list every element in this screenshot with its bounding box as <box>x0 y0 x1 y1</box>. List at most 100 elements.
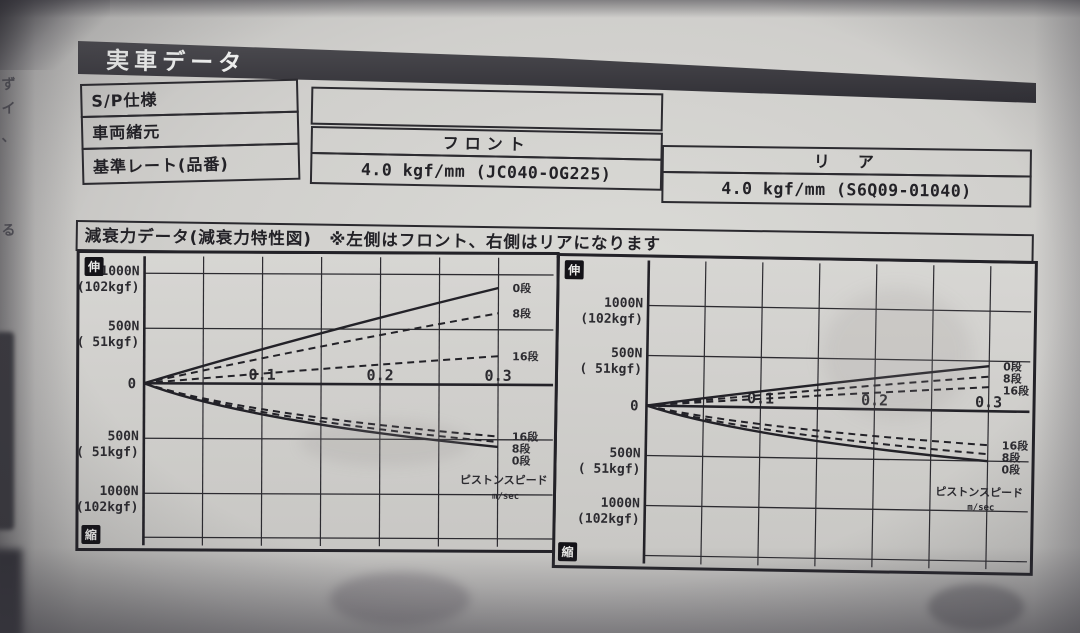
vertical-gridline <box>700 261 707 565</box>
extension-badge: 伸 <box>84 256 104 277</box>
margin-char: ず <box>1 77 16 93</box>
series-line-0段-comp <box>646 404 988 463</box>
vertical-gridline <box>871 264 878 568</box>
page-top-shadow <box>0 0 1080 18</box>
step-label: 0段 <box>512 281 531 295</box>
y-axis-label: 500N <box>611 346 643 362</box>
vertical-gridline <box>378 257 382 547</box>
vertical-gridline <box>757 262 764 566</box>
step-label: 8段 <box>1002 450 1021 464</box>
horizontal-gridline <box>143 492 553 496</box>
y-axis-label: ( 51kgf) <box>78 445 138 460</box>
margin-char: る <box>1 223 16 239</box>
piston-speed-unit: m/sec <box>967 503 994 513</box>
spec-empty-cell <box>310 86 664 132</box>
y-axis-label: 1000N <box>100 264 139 279</box>
y-axis-label: 500N <box>108 319 140 334</box>
y-axis-label: 1000N <box>99 484 138 499</box>
zero-axis-line <box>646 404 1030 414</box>
step-label: 0段 <box>512 454 531 468</box>
y-axis-label: ( 51kgf) <box>78 335 139 350</box>
grid <box>143 256 554 547</box>
series-line-16段-comp <box>646 404 988 447</box>
page-title: 実車データ <box>106 47 247 77</box>
series-line-16段-ext <box>143 355 499 385</box>
step-label: 16段 <box>1002 438 1029 452</box>
step-label: 0段 <box>1003 359 1022 373</box>
title-banner-bar <box>78 41 1036 103</box>
y-axis-line <box>642 260 651 564</box>
horizontal-gridline <box>648 304 1032 313</box>
vertical-gridline <box>260 256 264 546</box>
vertical-gridline <box>928 265 935 569</box>
step-label: 8段 <box>512 306 531 320</box>
series-line-8段-ext <box>143 312 499 385</box>
y-axis-zero-label: 0 <box>630 398 639 414</box>
front-damping-chart-panel: 伸 縮 0.1 0.2 0.3 1000N (102kgf) 500N( 51kgf) 0 5… <box>75 249 560 554</box>
piston-speed-unit: m/sec <box>492 492 519 502</box>
vertical-gridline <box>985 266 992 570</box>
front-spring-rate: 4.0 kgf/mm (JC040-OG225) <box>309 151 663 191</box>
series-line-8段-ext <box>646 375 990 407</box>
series-line-0段-ext <box>646 364 990 407</box>
step-label: 8段 <box>512 442 531 456</box>
horizontal-gridline <box>143 437 553 441</box>
step-label: 8段 <box>1003 371 1022 385</box>
step-label: 16段 <box>512 349 538 363</box>
step-label: 16段 <box>512 430 538 444</box>
y-axis-label: 500N <box>107 429 139 444</box>
horizontal-gridline <box>144 327 554 331</box>
series-line-16段-ext <box>646 386 989 407</box>
y-axis-label: ( 51kgf) <box>578 461 641 477</box>
series-line-0段-comp <box>143 382 498 449</box>
page-bottom-shadow <box>0 547 1080 633</box>
title-banner: 実車データ <box>78 41 1036 103</box>
x-tick-label: 0.3 <box>975 393 1002 411</box>
vertical-gridline <box>437 257 441 547</box>
vertical-gridline <box>496 257 500 547</box>
piston-speed-label: ピストンスピード <box>935 485 1023 499</box>
y-axis-line <box>142 256 146 546</box>
bottom-gridline <box>143 536 553 540</box>
x-tick-label: 0.3 <box>485 367 512 385</box>
y-axis-label: (102kgf) <box>78 500 138 515</box>
grid <box>643 261 1032 570</box>
y-axis-label: 1000N <box>601 496 641 512</box>
piston-speed-label: ピストンスピード <box>460 474 548 487</box>
vertical-gridline <box>814 263 821 567</box>
margin-char: 、 <box>1 129 16 145</box>
horizontal-gridline <box>645 454 1029 463</box>
y-axis-label: (102kgf) <box>78 280 139 295</box>
y-axis-label: (102kgf) <box>580 311 643 327</box>
vertical-gridline <box>319 257 323 547</box>
extension-badge: 伸 <box>564 260 584 280</box>
horizontal-gridline <box>644 504 1028 513</box>
page-right-shadow <box>1034 0 1080 633</box>
series-line-0段-ext <box>143 286 499 385</box>
spec-table-labels: S/P仕様 車両緒元 基準レート(品番) <box>80 78 301 185</box>
rear-spring-rate: 4.0 kgf/mm (S6Q09-01040) <box>661 170 1032 208</box>
horizontal-gridline <box>647 354 1031 363</box>
y-axis-label: ( 51kgf) <box>579 361 642 377</box>
zero-axis-line <box>144 381 554 387</box>
left-edge-ink-mark <box>0 332 14 530</box>
spec-front-column: フロント 4.0 kgf/mm (JC040-OG225) <box>309 126 663 191</box>
y-axis-label: 500N <box>609 446 641 462</box>
y-axis-label: 1000N <box>604 296 644 312</box>
compression-badge: 縮 <box>81 524 101 545</box>
x-tick-label: 0.2 <box>861 391 888 409</box>
x-tick-label: 0.2 <box>367 366 394 384</box>
x-tick-label: 0.1 <box>249 366 276 384</box>
margin-char: イ <box>1 101 16 117</box>
spec-row-rate: 基準レート(品番) <box>81 142 301 185</box>
spec-rear-column: リ ア 4.0 kgf/mm (S6Q09-01040) <box>661 145 1032 208</box>
step-label: 16段 <box>1003 383 1030 397</box>
horizontal-gridline <box>144 272 554 276</box>
step-label: 0段 <box>1001 462 1020 476</box>
y-axis-label: (102kgf) <box>577 511 640 527</box>
